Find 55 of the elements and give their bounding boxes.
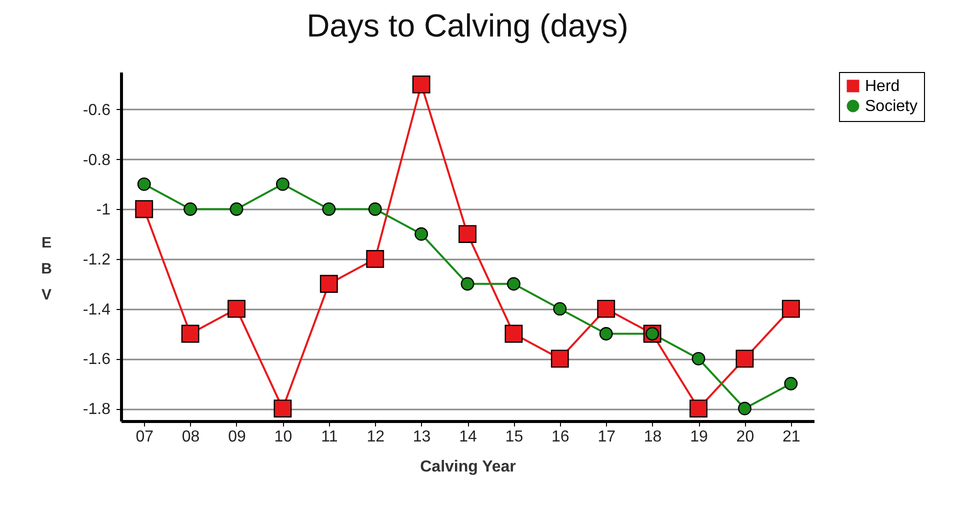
point bbox=[274, 400, 292, 418]
point bbox=[597, 300, 616, 318]
x-tick-label: 17 bbox=[598, 428, 616, 446]
x-tick-label: 10 bbox=[274, 428, 292, 446]
point bbox=[550, 350, 569, 368]
legend-label: Herd bbox=[865, 78, 900, 95]
x-tick-label: 13 bbox=[412, 428, 431, 446]
point bbox=[782, 300, 800, 318]
y-tick-label: -1.4 bbox=[82, 301, 111, 318]
point bbox=[738, 402, 752, 416]
point bbox=[228, 300, 246, 318]
x-axis-title: Calving Year bbox=[420, 458, 516, 476]
y-tick-label: -1.6 bbox=[82, 351, 111, 368]
x-tick-label: 14 bbox=[459, 428, 477, 446]
x-tick-label: 11 bbox=[321, 428, 338, 446]
point bbox=[366, 250, 384, 268]
x-tick-label: 21 bbox=[782, 428, 800, 446]
point bbox=[368, 202, 382, 216]
x-tick-label: 19 bbox=[690, 428, 708, 446]
point bbox=[276, 177, 290, 191]
point bbox=[784, 376, 798, 390]
point bbox=[553, 302, 567, 316]
point bbox=[736, 350, 754, 368]
point bbox=[506, 277, 520, 291]
point bbox=[414, 227, 428, 241]
point bbox=[599, 327, 613, 340]
point bbox=[412, 75, 430, 94]
point bbox=[320, 274, 338, 293]
point bbox=[135, 200, 154, 218]
point bbox=[690, 400, 708, 418]
y-tick-label: -1.8 bbox=[82, 401, 111, 418]
x-tick-label: 07 bbox=[136, 428, 154, 446]
x-tick-label: 09 bbox=[228, 428, 246, 446]
point bbox=[230, 202, 244, 216]
chart-title: Days to Calving (days) bbox=[306, 8, 628, 44]
point bbox=[504, 324, 523, 343]
point bbox=[322, 202, 336, 216]
point bbox=[458, 225, 476, 243]
point bbox=[137, 177, 151, 191]
x-tick-label: 12 bbox=[366, 428, 385, 446]
y-tick-label: -1.2 bbox=[82, 251, 111, 268]
y-tick-label: -0.8 bbox=[82, 152, 111, 169]
x-tick-label: 16 bbox=[552, 428, 570, 446]
x-tick-label: 20 bbox=[736, 428, 754, 446]
point bbox=[460, 277, 474, 291]
legend-label: Society bbox=[865, 98, 918, 115]
y-tick-label: -1 bbox=[96, 202, 111, 219]
y-axis-title: EBV bbox=[41, 234, 52, 304]
point bbox=[181, 324, 200, 343]
x-tick-label: 08 bbox=[182, 428, 200, 446]
x-tick-label: 18 bbox=[644, 428, 662, 446]
y-tick-label: -0.6 bbox=[82, 102, 111, 119]
x-tick-label: 15 bbox=[505, 428, 524, 446]
point bbox=[184, 202, 198, 216]
point bbox=[692, 352, 706, 366]
